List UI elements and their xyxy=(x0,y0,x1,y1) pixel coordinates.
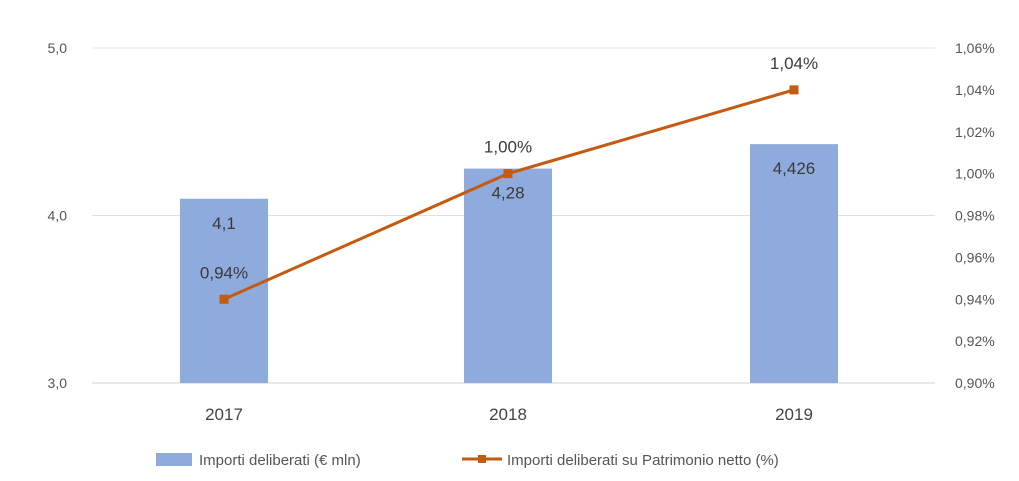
bar-data-label: 4,426 xyxy=(773,159,816,178)
right-tick-label: 1,06% xyxy=(955,40,995,56)
line-data-label: 0,94% xyxy=(200,263,248,282)
bar-2018 xyxy=(464,168,552,383)
category-axis: 2017 2018 2019 xyxy=(205,405,813,424)
right-tick-label: 1,02% xyxy=(955,124,995,140)
right-axis: 0,90% 0,92% 0,94% 0,96% 0,98% 1,00% 1,02% 1,04%… xyxy=(955,40,995,391)
left-axis: 3,0 4,0 5,0 xyxy=(48,40,68,391)
right-tick-label: 0,96% xyxy=(955,249,995,265)
left-tick-label: 3,0 xyxy=(48,375,68,391)
bar-2019 xyxy=(750,144,838,383)
line-data-label: 1,00% xyxy=(484,138,532,157)
bar-data-label: 4,1 xyxy=(212,214,236,233)
line-series xyxy=(219,85,799,304)
legend-bar-label: Importi deliberati (€ mln) xyxy=(199,452,361,469)
left-tick-label: 5,0 xyxy=(48,40,68,56)
bar-series xyxy=(180,144,838,383)
legend-line-marker xyxy=(478,455,486,463)
legend-bar-swatch xyxy=(156,453,192,466)
right-tick-label: 0,94% xyxy=(955,291,995,307)
category-label: 2019 xyxy=(775,405,813,424)
category-label: 2017 xyxy=(205,405,243,424)
category-label: 2018 xyxy=(489,405,527,424)
bar-data-label: 4,28 xyxy=(491,184,524,203)
right-tick-label: 0,98% xyxy=(955,208,995,224)
line-data-label: 1,04% xyxy=(770,54,818,73)
line-marker-2017 xyxy=(219,294,229,304)
bar-2017 xyxy=(180,198,268,383)
line-marker-2018 xyxy=(503,169,513,179)
legend: Importi deliberati (€ mln) Importi delibe… xyxy=(156,452,779,469)
left-tick-label: 4,0 xyxy=(48,208,68,224)
legend-line-label: Importi deliberati su Patrimonio netto (… xyxy=(507,452,779,469)
right-tick-label: 0,92% xyxy=(955,333,995,349)
right-tick-label: 0,90% xyxy=(955,375,995,391)
right-tick-label: 1,00% xyxy=(955,166,995,182)
right-tick-label: 1,04% xyxy=(955,82,995,98)
data-labels: 4,1 4,28 4,426 0,94% 1,00% 1,04% xyxy=(200,54,818,282)
line-marker-2019 xyxy=(789,85,799,95)
